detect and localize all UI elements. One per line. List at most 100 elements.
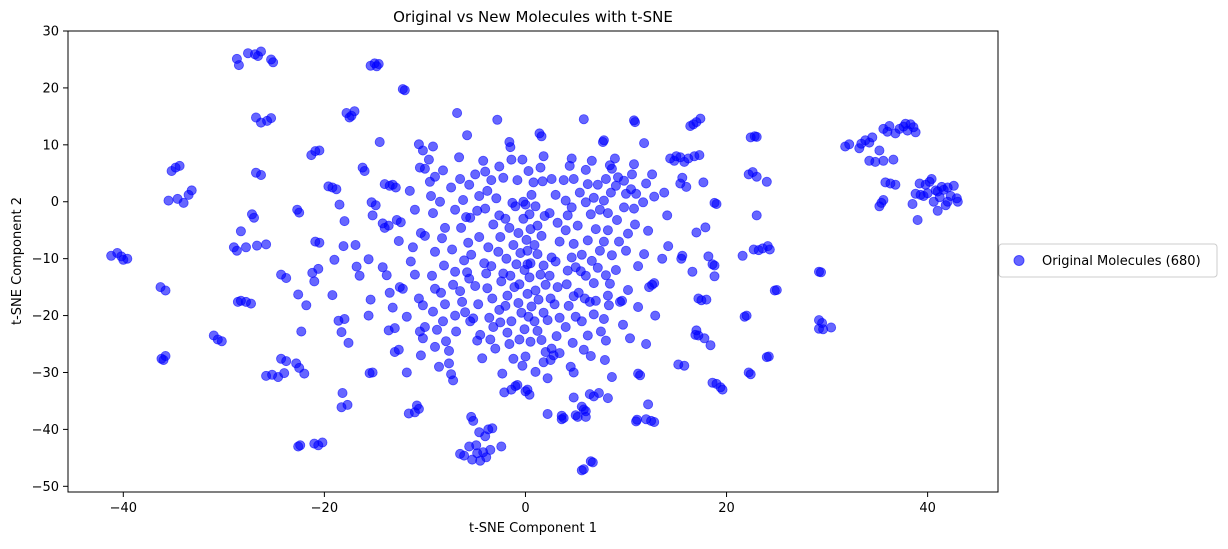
scatter-point xyxy=(419,230,430,241)
scatter-point xyxy=(401,311,412,322)
scatter-point xyxy=(751,210,762,221)
scatter-point xyxy=(700,222,711,233)
scatter-point xyxy=(771,284,782,295)
scatter-point xyxy=(331,184,342,195)
scatter-point xyxy=(517,154,528,165)
scatter-point xyxy=(621,245,632,256)
scatter-point xyxy=(761,176,772,187)
scatter-point xyxy=(431,324,442,335)
scatter-point xyxy=(614,236,625,247)
scatter-point xyxy=(301,300,312,311)
scatter-point xyxy=(625,333,636,344)
scatter-point xyxy=(409,269,420,280)
scatter-point xyxy=(580,164,591,175)
scatter-point xyxy=(505,270,516,281)
scatter-point xyxy=(519,324,530,335)
scatter-point xyxy=(657,253,668,264)
scatter-point xyxy=(545,354,556,365)
scatter-point xyxy=(912,214,923,225)
scatter-point xyxy=(814,323,825,334)
scatter-point xyxy=(538,260,549,271)
scatter-point xyxy=(542,408,553,419)
scatter-point xyxy=(327,290,338,301)
scatter-point xyxy=(450,266,461,277)
scatter-point xyxy=(351,261,362,272)
scatter-point xyxy=(390,182,401,193)
scatter-point xyxy=(554,236,565,247)
scatter-point xyxy=(268,57,279,68)
scatter-point xyxy=(681,181,692,192)
scatter-point xyxy=(438,260,449,271)
scatter-point xyxy=(500,213,511,224)
scatter-point xyxy=(649,416,660,427)
y-tick-label: −50 xyxy=(32,480,59,495)
scatter-point xyxy=(399,85,410,96)
scatter-point xyxy=(604,278,615,289)
scatter-point xyxy=(436,233,447,244)
scatter-point xyxy=(483,242,494,253)
scatter-point xyxy=(566,153,577,164)
scatter-point xyxy=(594,245,605,256)
scatter-point xyxy=(585,350,596,361)
scatter-point xyxy=(460,307,471,318)
scatter-point xyxy=(524,272,535,283)
scatter-point xyxy=(393,235,404,246)
scatter-point xyxy=(468,415,479,426)
scatter-point xyxy=(617,295,628,306)
scatter-point xyxy=(576,316,587,327)
scatter-point xyxy=(429,171,440,182)
x-tick-label: −20 xyxy=(311,501,338,516)
scatter-point xyxy=(374,136,385,147)
scatter-point xyxy=(549,299,560,310)
scatter-point xyxy=(502,290,513,301)
scatter-point xyxy=(492,114,503,125)
scatter-point xyxy=(627,169,638,180)
scatter-point xyxy=(484,312,495,323)
scatter-point xyxy=(419,163,430,174)
scatter-point xyxy=(404,185,415,196)
scatter-point xyxy=(122,253,133,264)
scatter-point xyxy=(532,249,543,260)
x-tick-label: 20 xyxy=(718,501,735,516)
scatter-point xyxy=(490,343,501,354)
scatter-point xyxy=(455,173,466,184)
scatter-point xyxy=(701,294,712,305)
scatter-point xyxy=(598,236,609,247)
scatter-point xyxy=(600,270,611,281)
scatter-point xyxy=(609,153,620,164)
scatter-point xyxy=(578,344,589,355)
scatter-point xyxy=(948,180,959,191)
scatter-point xyxy=(463,237,474,248)
y-tick-label: 30 xyxy=(42,25,59,40)
scatter-point xyxy=(556,414,567,425)
scatter-point xyxy=(281,356,292,367)
scatter-point xyxy=(659,187,670,198)
scatter-point xyxy=(900,118,911,129)
scatter-point xyxy=(520,386,531,397)
scatter-point xyxy=(705,340,716,351)
ticks-layer: −40 −20 0 20 40 −50 −40 −30 −20 −10 0 10 20 30 xyxy=(32,25,936,517)
scatter-point xyxy=(703,251,714,262)
y-tick-label: 0 xyxy=(51,195,59,210)
scatter-point xyxy=(629,159,640,170)
scatter-point xyxy=(367,210,378,221)
scatter-point xyxy=(464,273,475,284)
scatter-point xyxy=(465,212,476,223)
scatter-point xyxy=(602,393,613,404)
scatter-point xyxy=(602,208,613,219)
legend: Original Molecules (680) xyxy=(998,243,1218,278)
scatter-point xyxy=(595,326,606,337)
scatter-point xyxy=(533,294,544,305)
scatter-point xyxy=(512,175,523,186)
scatter-point xyxy=(474,231,485,242)
scatter-point xyxy=(890,179,901,190)
scatter-point xyxy=(691,117,702,128)
scatter-point xyxy=(216,336,227,347)
scatter-point xyxy=(336,402,347,413)
scatter-point xyxy=(629,203,640,214)
y-tick-label: −20 xyxy=(32,309,59,324)
y-tick-label: 20 xyxy=(42,81,59,96)
scatter-point xyxy=(294,207,305,218)
scatter-point xyxy=(486,261,497,272)
